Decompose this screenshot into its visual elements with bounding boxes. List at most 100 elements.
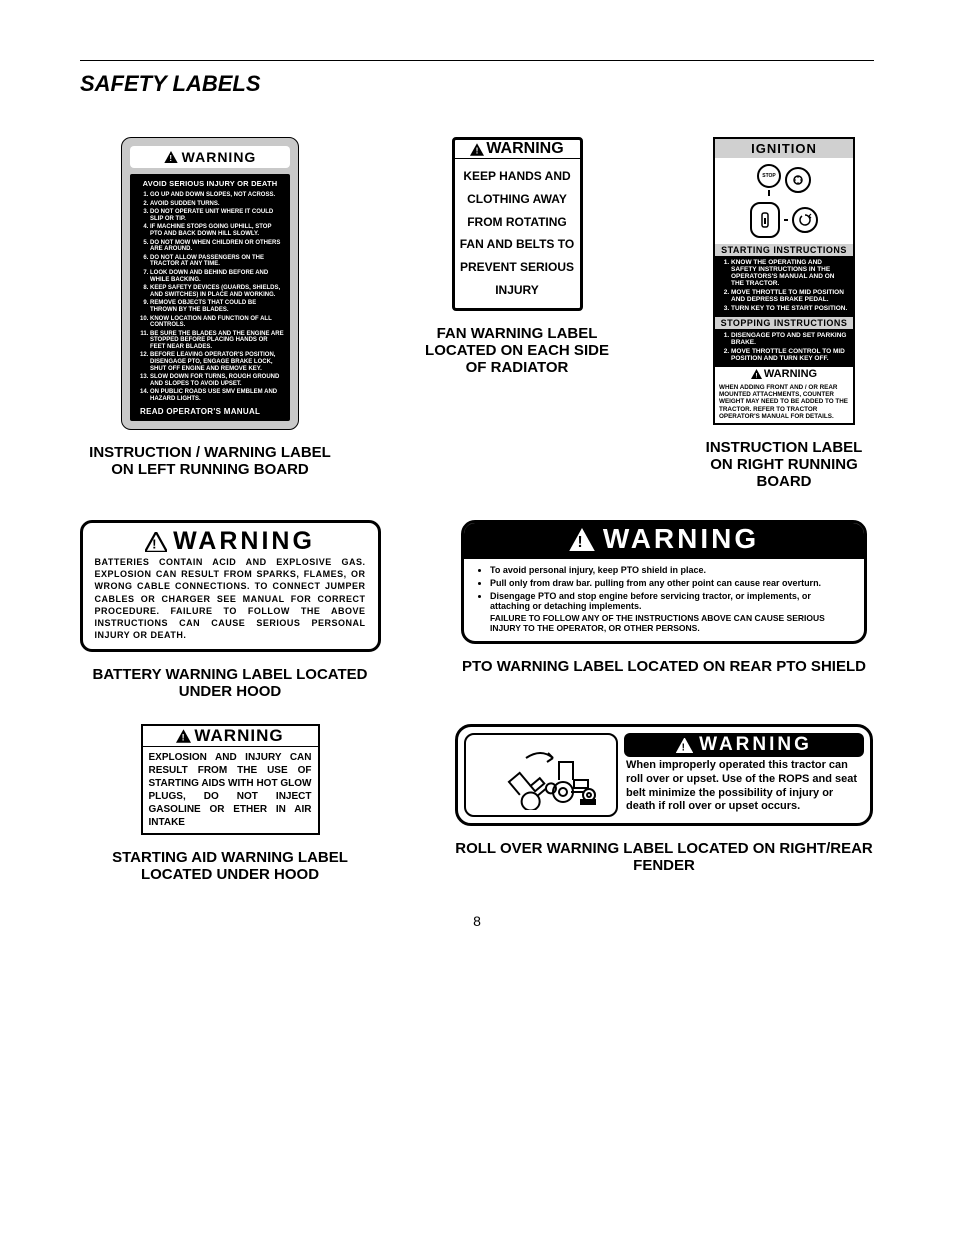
- starting-aid-label: ! WARNING EXPLOSION AND INJURY CAN RESUL…: [141, 724, 320, 835]
- alert-triangle-icon: !: [470, 143, 484, 156]
- battery-warning-label: ! WARNING BATTERIES CONTAIN ACID AND EXP…: [80, 520, 381, 652]
- manual-page: SAFETY LABELS ! WARNING AVOID SERIOUS IN…: [0, 0, 954, 959]
- list-item: KEEP SAFETY DEVICES (GUARDS, SHIELDS, AN…: [150, 285, 284, 298]
- ignition-warning-word: WARNING: [764, 368, 817, 380]
- right-column: IGNITION STOP: [694, 137, 874, 490]
- rollover-illustration: [464, 733, 618, 817]
- list-item: KNOW THE OPERATING AND SAFETY INSTRUCTIO…: [731, 259, 849, 287]
- svg-text:!: !: [476, 145, 479, 155]
- fan-caption: FAN WARNING LABEL LOCATED ON EACH SIDE O…: [417, 325, 617, 376]
- pto-caption: PTO WARNING LABEL LOCATED ON REAR PTO SH…: [462, 658, 866, 675]
- list-item: MOVE THROTTLE CONTROL TO MID POSITION AN…: [731, 348, 849, 362]
- fan-warning-body: KEEP HANDS AND CLOTHING AWAY FROM ROTATI…: [455, 159, 580, 308]
- battery-warning-word: WARNING: [173, 527, 315, 556]
- rollover-column: ! WARNING When improperly operated this …: [454, 724, 874, 883]
- starting-list: KNOW THE OPERATING AND SAFETY INSTRUCTIO…: [719, 259, 849, 312]
- pto-failure-text: FAILURE TO FOLLOW ANY OF THE INSTRUCTION…: [476, 614, 852, 633]
- headlight-icon: [785, 167, 811, 193]
- rollover-warning-word: WARNING: [699, 734, 812, 756]
- pto-warning-heading: ! WARNING: [464, 523, 864, 559]
- tractor-rollover-icon: [471, 740, 611, 810]
- alert-triangle-icon: !: [569, 528, 595, 551]
- rollover-warning-heading: ! WARNING: [624, 733, 864, 757]
- starting-aid-column: ! WARNING EXPLOSION AND INJURY CAN RESUL…: [80, 724, 380, 883]
- rollover-warning-text: When improperly operated this tractor ca…: [624, 757, 864, 814]
- top-rule: [80, 60, 874, 61]
- stopping-heading: STOPPING INSTRUCTIONS: [715, 317, 853, 329]
- left-caption: INSTRUCTION / WARNING LABEL ON LEFT RUNN…: [80, 444, 340, 478]
- pto-column: ! WARNING To avoid personal injury, keep…: [454, 520, 874, 700]
- read-manual-text: READ OPERATOR'S MANUAL: [136, 407, 284, 416]
- stopping-list: DISENGAGE PTO AND SET PARKING BRAKE. MOVE…: [719, 332, 849, 362]
- list-item: AVOID SUDDEN TURNS.: [150, 201, 284, 208]
- mid-row: ! WARNING BATTERIES CONTAIN ACID AND EXP…: [80, 520, 874, 700]
- rollover-caption: ROLL OVER WARNING LABEL LOCATED ON RIGHT…: [454, 840, 874, 874]
- pto-list: To avoid personal injury, keep PTO shiel…: [476, 565, 852, 611]
- starting-heading: STARTING INSTRUCTIONS: [715, 244, 853, 256]
- warning-list: GO UP AND DOWN SLOPES, NOT ACROSS. AVOID …: [136, 192, 284, 403]
- list-item: DO NOT OPERATE UNIT WHERE IT COULD SLIP …: [150, 209, 284, 222]
- list-item: SLOW DOWN FOR TURNS, ROUGH GROUND AND SL…: [150, 374, 284, 387]
- ignition-icon-row-2: [715, 202, 853, 244]
- svg-text:!: !: [182, 733, 186, 743]
- stop-icon: STOP: [757, 164, 781, 188]
- connector-line: [768, 190, 770, 196]
- page-title: SAFETY LABELS: [80, 71, 874, 97]
- ignition-warning-bar: ! WARNING: [715, 367, 853, 381]
- alert-triangle-icon: !: [176, 729, 191, 743]
- pto-warning-body: To avoid personal injury, keep PTO shiel…: [464, 559, 864, 641]
- warning-body: AVOID SERIOUS INJURY OR DEATH GO UP AND …: [130, 174, 290, 421]
- svg-text:!: !: [682, 742, 688, 753]
- list-item: Disengage PTO and stop engine before ser…: [490, 591, 852, 611]
- starting-aid-word: WARNING: [194, 726, 283, 746]
- warning-text: WARNING: [182, 149, 257, 165]
- page-number: 8: [80, 913, 874, 929]
- start-icon: [792, 207, 818, 233]
- list-item: LOOK DOWN AND BEHIND BEFORE AND WHILE BA…: [150, 270, 284, 283]
- battery-warning-heading: ! WARNING: [93, 527, 368, 556]
- list-item: BE SURE THE BLADES AND THE ENGINE ARE ST…: [150, 331, 284, 351]
- alert-triangle-icon: !: [145, 532, 167, 552]
- avoid-text: AVOID SERIOUS INJURY OR DEATH: [136, 179, 284, 188]
- left-column: ! WARNING AVOID SERIOUS INJURY OR DEATH …: [80, 137, 340, 478]
- fan-warning-word: WARNING: [486, 140, 563, 158]
- fan-warning-heading: ! WARNING: [455, 140, 580, 159]
- right-caption: INSTRUCTION LABEL ON RIGHT RUNNING BOARD: [694, 439, 874, 490]
- starting-block: KNOW THE OPERATING AND SAFETY INSTRUCTIO…: [715, 256, 853, 317]
- instruction-warning-label: ! WARNING AVOID SERIOUS INJURY OR DEATH …: [121, 137, 299, 430]
- svg-text:!: !: [755, 372, 757, 379]
- ignition-label: IGNITION STOP: [713, 137, 855, 425]
- battery-warning-text: BATTERIES CONTAIN ACID AND EXPLOSIVE GAS…: [93, 556, 368, 641]
- list-item: REMOVE OBJECTS THAT COULD BE THROWN BY T…: [150, 300, 284, 313]
- list-item: TURN KEY TO THE START POSITION.: [731, 305, 849, 312]
- list-item: DO NOT ALLOW PASSENGERS ON THE TRACTOR A…: [150, 255, 284, 268]
- battery-column: ! WARNING BATTERIES CONTAIN ACID AND EXP…: [80, 520, 380, 700]
- top-row: ! WARNING AVOID SERIOUS INJURY OR DEATH …: [80, 137, 874, 490]
- ignition-heading: IGNITION: [715, 139, 853, 158]
- list-item: IF MACHINE STOPS GOING UPHILL, STOP PTO …: [150, 224, 284, 237]
- warning-heading: ! WARNING: [130, 146, 290, 168]
- list-item: DO NOT MOW WHEN CHILDREN OR OTHERS ARE A…: [150, 240, 284, 253]
- alert-triangle-icon: !: [164, 151, 178, 163]
- svg-text:!: !: [577, 534, 586, 551]
- list-item: KNOW LOCATION AND FUNCTION OF ALL CONTRO…: [150, 316, 284, 329]
- fan-warning-label: ! WARNING KEEP HANDS AND CLOTHING AWAY F…: [452, 137, 583, 311]
- ignition-icon-row: STOP: [715, 158, 853, 202]
- battery-caption: BATTERY WARNING LABEL LOCATED UNDER HOOD: [80, 666, 380, 700]
- rollover-right-panel: ! WARNING When improperly operated this …: [624, 733, 864, 817]
- list-item: BEFORE LEAVING OPERATOR'S POSITION, DISE…: [150, 352, 284, 372]
- svg-text:!: !: [169, 154, 172, 163]
- middle-column: ! WARNING KEEP HANDS AND CLOTHING AWAY F…: [417, 137, 617, 376]
- stopping-block: DISENGAGE PTO AND SET PARKING BRAKE. MOVE…: [715, 329, 853, 367]
- starting-aid-text: EXPLOSION AND INJURY CAN RESULT FROM THE…: [143, 747, 318, 833]
- list-item: DISENGAGE PTO AND SET PARKING BRAKE.: [731, 332, 849, 346]
- rollover-warning-label: ! WARNING When improperly operated this …: [455, 724, 873, 826]
- svg-text:!: !: [152, 536, 160, 551]
- list-item: Pull only from draw bar. pulling from an…: [490, 578, 852, 588]
- pto-warning-word: WARNING: [603, 523, 759, 555]
- pto-warning-label: ! WARNING To avoid personal injury, keep…: [461, 520, 867, 644]
- alert-triangle-icon: !: [751, 369, 762, 379]
- list-item: GO UP AND DOWN SLOPES, NOT ACROSS.: [150, 192, 284, 199]
- ignition-warning-text: WHEN ADDING FRONT AND / OR REAR MOUNTED …: [715, 381, 853, 423]
- list-item: To avoid personal injury, keep PTO shiel…: [490, 565, 852, 575]
